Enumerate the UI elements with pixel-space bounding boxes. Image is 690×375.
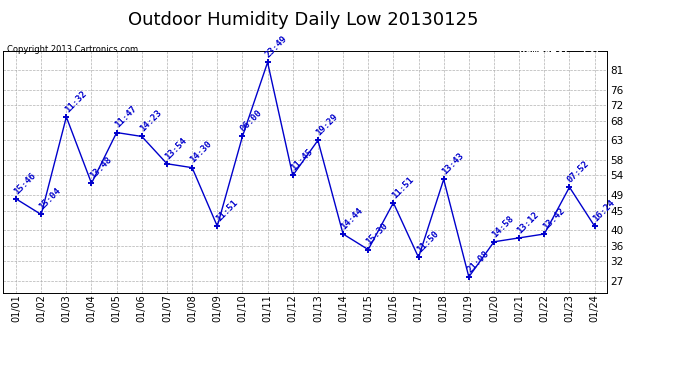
Text: 21:08: 21:08	[465, 249, 491, 274]
Text: 23:49: 23:49	[264, 34, 289, 60]
Text: 14:30: 14:30	[188, 140, 214, 165]
Text: 19:29: 19:29	[315, 112, 339, 138]
Text: Copyright 2013 Cartronics.com: Copyright 2013 Cartronics.com	[7, 45, 138, 54]
Text: 11:47: 11:47	[113, 104, 139, 130]
Text: 11:50: 11:50	[415, 229, 440, 255]
Text: 16:24: 16:24	[591, 198, 616, 223]
Text: 11:45: 11:45	[289, 147, 315, 172]
Text: 15:46: 15:46	[12, 171, 38, 196]
Text: Humidity  (%): Humidity (%)	[519, 44, 600, 54]
Text: 13:54: 13:54	[164, 136, 189, 161]
Text: 11:51: 11:51	[214, 198, 239, 223]
Text: 15:04: 15:04	[37, 186, 63, 212]
Text: 13:48: 13:48	[88, 155, 113, 180]
Text: 14:23: 14:23	[138, 108, 164, 134]
Text: 11:51: 11:51	[390, 175, 415, 200]
Text: 15:30: 15:30	[364, 222, 390, 247]
Text: 14:44: 14:44	[339, 206, 365, 231]
Text: 13:42: 13:42	[541, 206, 566, 231]
Text: 13:12: 13:12	[515, 210, 541, 235]
Text: 07:52: 07:52	[566, 159, 591, 184]
Text: 11:32: 11:32	[63, 89, 88, 114]
Text: Outdoor Humidity Daily Low 20130125: Outdoor Humidity Daily Low 20130125	[128, 11, 479, 29]
Text: 14:58: 14:58	[491, 214, 516, 239]
Text: 13:43: 13:43	[440, 151, 466, 177]
Text: 06:00: 06:00	[239, 108, 264, 134]
